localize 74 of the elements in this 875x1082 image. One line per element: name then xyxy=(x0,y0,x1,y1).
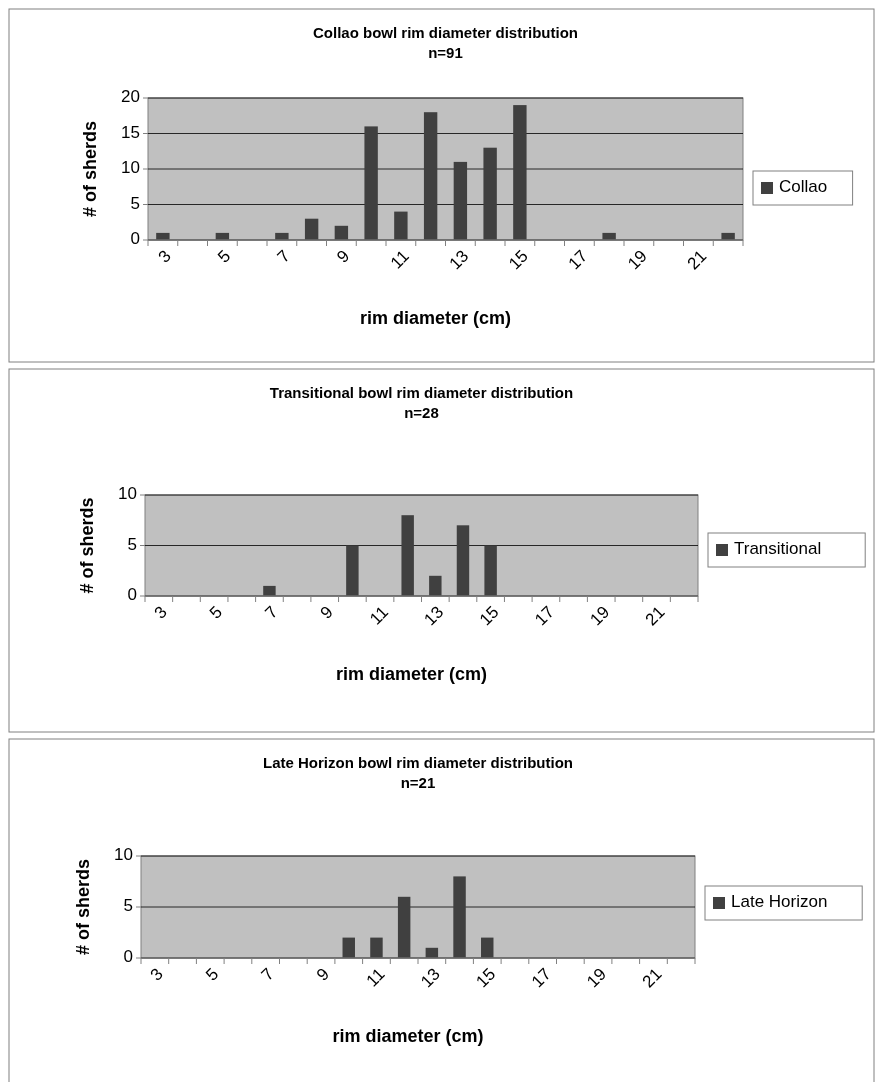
bar xyxy=(483,147,497,240)
bar xyxy=(364,126,378,240)
x-tick-label: 5 xyxy=(214,246,235,267)
x-tick-label: 9 xyxy=(316,602,337,623)
chart-title: Collao bowl rim diameter distribution xyxy=(312,24,579,41)
chart-subtitle: n=28 xyxy=(404,404,439,421)
x-tick-label: 17 xyxy=(531,602,558,630)
y-tick-label: 15 xyxy=(121,122,140,142)
bar xyxy=(342,937,355,958)
bar xyxy=(397,896,411,958)
bar xyxy=(513,105,527,240)
bar xyxy=(370,937,383,958)
y-tick-label: 10 xyxy=(114,845,133,865)
chart-subtitle: n=91 xyxy=(428,44,463,61)
y-tick-label: 10 xyxy=(121,158,140,178)
x-axis-title: rim diameter (cm) xyxy=(335,664,488,684)
x-tick-label: 9 xyxy=(312,964,334,985)
x-tick-label: 3 xyxy=(154,246,175,267)
x-tick-label: 11 xyxy=(386,246,413,273)
y-tick-label: 20 xyxy=(121,87,140,107)
x-tick-label: 17 xyxy=(527,964,555,992)
x-tick-label: 9 xyxy=(333,246,354,267)
x-tick-label: 21 xyxy=(683,246,711,274)
bar xyxy=(346,545,359,596)
x-tick-label: 3 xyxy=(146,964,167,985)
x-tick-label: 5 xyxy=(205,602,227,623)
bar xyxy=(429,575,442,596)
bar xyxy=(304,218,319,240)
x-tick-label: 7 xyxy=(273,246,294,267)
x-tick-label: 21 xyxy=(641,602,669,630)
bar xyxy=(263,585,276,596)
y-tick-label: 5 xyxy=(130,193,140,213)
y-tick-label: 5 xyxy=(127,534,137,554)
x-tick-label: 19 xyxy=(624,246,651,274)
x-tick-label: 5 xyxy=(202,964,223,985)
y-tick-label: 0 xyxy=(127,585,137,605)
x-tick-label: 7 xyxy=(257,964,278,985)
x-tick-label: 13 xyxy=(417,964,444,992)
chart-title: Transitional bowl rim diameter distribution xyxy=(269,384,574,401)
bar xyxy=(453,876,466,958)
bar xyxy=(484,545,497,596)
y-tick-label: 0 xyxy=(130,229,140,249)
y-axis-title: # of sherds xyxy=(73,858,93,956)
chart-subtitle: n=21 xyxy=(400,774,436,791)
x-tick-label: 21 xyxy=(638,964,666,992)
y-tick-label: 10 xyxy=(118,484,137,504)
bar xyxy=(456,525,470,596)
bar xyxy=(401,515,414,596)
x-axis-title: rim diameter (cm) xyxy=(332,1026,484,1046)
bar xyxy=(453,161,468,240)
x-tick-label: 11 xyxy=(362,964,389,991)
x-tick-label: 15 xyxy=(472,964,500,992)
x-tick-label: 11 xyxy=(366,602,393,629)
bar xyxy=(481,937,494,958)
x-axis-title: rim diameter (cm) xyxy=(359,308,512,328)
x-tick-label: 3 xyxy=(150,602,171,623)
y-tick-label: 5 xyxy=(123,896,133,916)
x-tick-label: 13 xyxy=(445,246,473,274)
x-tick-label: 15 xyxy=(505,246,532,274)
x-tick-label: 19 xyxy=(583,964,611,992)
y-axis-title: # of sherds xyxy=(77,497,97,594)
bar xyxy=(394,211,408,240)
y-tick-label: 0 xyxy=(123,947,133,967)
x-tick-label: 17 xyxy=(564,246,592,274)
legend-label: Late Horizon xyxy=(731,892,828,912)
x-tick-label: 19 xyxy=(586,602,614,630)
x-tick-label: 15 xyxy=(475,602,503,630)
legend-label: Transitional xyxy=(734,539,822,559)
bar xyxy=(423,112,438,240)
legend-label: Collao xyxy=(779,177,828,197)
y-axis-title: # of sherds xyxy=(80,120,100,218)
chart-title: Late Horizon bowl rim diameter distribution xyxy=(262,754,574,771)
x-tick-label: 7 xyxy=(261,602,282,623)
x-tick-label: 13 xyxy=(420,602,448,630)
